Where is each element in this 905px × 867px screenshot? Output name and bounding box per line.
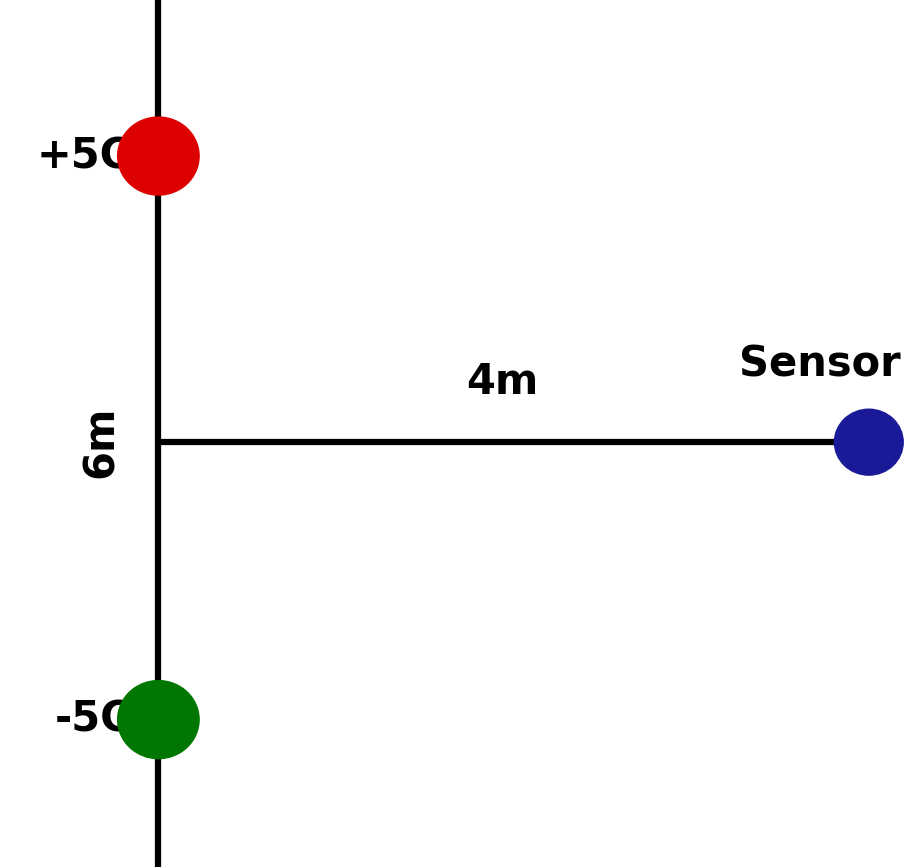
Text: -5C: -5C [54,699,131,740]
Circle shape [118,117,199,195]
Circle shape [118,681,199,759]
Text: +5C: +5C [37,135,131,177]
Circle shape [834,409,903,475]
Text: Sensor: Sensor [738,344,900,386]
Text: 4m: 4m [466,362,538,403]
Text: 6m: 6m [81,406,122,479]
